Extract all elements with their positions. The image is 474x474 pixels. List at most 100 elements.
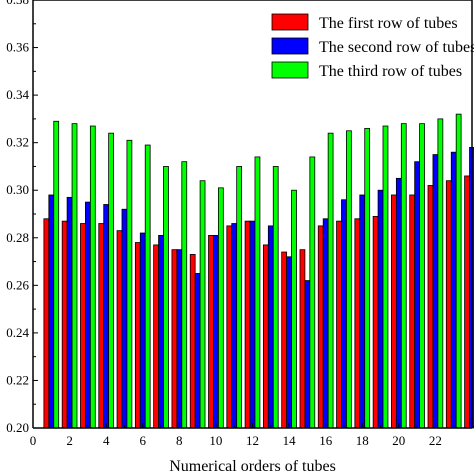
y-tick-label: 0.28 (6, 230, 29, 245)
bar-series-3-tube-6 (144, 144, 151, 429)
bar-series-2-tube-13 (267, 225, 274, 429)
legend-swatch-series-1 (271, 13, 309, 31)
bar-series-3-tube-8 (181, 161, 188, 429)
bar-series-3-tube-16 (327, 132, 334, 429)
bar-series-1-tube-22 (427, 185, 434, 429)
bar-series-1-tube-16 (317, 225, 324, 429)
bar-series-1-tube-13 (262, 244, 269, 429)
y-tick-label: 0.30 (6, 182, 29, 197)
bar-series-1-tube-6 (134, 242, 141, 429)
bar-series-3-tube-22 (437, 118, 444, 429)
bar-series-1-tube-14 (281, 251, 288, 429)
bar-series-3-tube-21 (419, 123, 425, 429)
bar-series-3-tube-7 (163, 166, 169, 429)
bar-series-3-tube-11 (236, 166, 243, 429)
x-tick-label: 6 (140, 433, 147, 448)
bar-series-2-tube-16 (322, 218, 329, 429)
legend-label-series-1: The first row of tubes (319, 15, 458, 32)
bars-group (43, 113, 474, 429)
bar-series-1-tube-17 (336, 220, 342, 429)
bar-series-1-tube-21 (409, 194, 416, 429)
bar-series-2-tube-11 (231, 223, 238, 429)
bar-series-3-tube-1 (53, 120, 60, 429)
bar-series-3-tube-12 (254, 156, 261, 429)
bar-series-3-tube-20 (400, 123, 407, 429)
bar-series-2-tube-17 (341, 199, 347, 429)
bar-series-3-tube-3 (89, 125, 96, 429)
bar-series-2-tube-2 (66, 196, 73, 429)
bar-series-2-tube-4 (103, 204, 110, 429)
bar-series-3-tube-19 (382, 125, 389, 429)
bar-series-1-tube-1 (43, 218, 50, 429)
bar-series-3-tube-14 (291, 189, 297, 429)
legend-swatch-series-2 (271, 37, 309, 55)
y-tick-label: 0.22 (6, 372, 29, 387)
x-axis-title: Numerical orders of tubes (169, 458, 336, 474)
bar-series-1-tube-5 (116, 230, 123, 429)
bar-series-1-tube-18 (354, 218, 361, 429)
bar-series-2-tube-1 (48, 194, 55, 429)
y-tick-label: 0.36 (6, 40, 29, 55)
bar-series-3-tube-15 (309, 156, 316, 429)
bar-series-3-tube-18 (364, 127, 371, 429)
bar-series-1-tube-8 (171, 249, 178, 429)
bar-series-2-tube-19 (377, 189, 384, 429)
bar-series-3-tube-17 (346, 130, 352, 429)
bar-series-1-tube-2 (61, 220, 68, 429)
x-tick-label: 8 (176, 433, 183, 448)
bar-series-1-tube-12 (244, 220, 251, 429)
y-tick-label: 0.20 (6, 420, 29, 435)
bar-series-1-tube-4 (98, 223, 105, 429)
bar-series-3-tube-4 (108, 132, 114, 429)
legend: The first row of tubes The second row of … (271, 13, 474, 80)
bar-series-2-tube-8 (176, 249, 183, 429)
y-tick-label: 0.34 (6, 87, 29, 102)
bar-series-2-tube-20 (395, 177, 402, 429)
bar-series-2-tube-23 (450, 151, 457, 429)
y-tick-label: 0.32 (6, 135, 29, 150)
y-tick-label: 0.38 (6, 0, 29, 7)
bar-series-3-tube-5 (126, 139, 133, 429)
x-tick-label: 4 (103, 433, 110, 448)
x-tick-label: 20 (392, 433, 405, 448)
bar-series-2-tube-21 (414, 161, 421, 429)
bar-series-2-tube-12 (249, 220, 256, 429)
legend-label-series-2: The second row of tubes (319, 39, 474, 56)
x-tick-label: 22 (429, 433, 442, 448)
bar-series-1-tube-24 (464, 175, 470, 429)
bar-series-2-tube-6 (139, 232, 146, 429)
legend-swatch-series-3 (271, 61, 309, 79)
bar-series-1-tube-9 (189, 254, 196, 429)
bar-series-1-tube-15 (299, 249, 306, 429)
bar-series-2-tube-3 (85, 201, 91, 429)
bar-series-3-tube-13 (272, 166, 279, 429)
bar-series-1-tube-10 (208, 234, 214, 429)
legend-label-series-3: The third row of tubes (319, 63, 462, 80)
bar-series-3-tube-2 (71, 123, 78, 429)
y-tick-label: 0.26 (6, 277, 29, 292)
bar-series-1-tube-23 (445, 180, 452, 429)
x-tick-label: 16 (319, 433, 333, 448)
bar-series-1-tube-19 (372, 215, 379, 429)
axes-group: 0.20 0.22 0.24 0.26 0.28 0.30 0.32 0.34 0.36 0.38… (6, 0, 473, 448)
bar-series-3-tube-9 (199, 180, 206, 429)
x-tick-label: 2 (66, 433, 73, 448)
bar-series-2-tube-22 (432, 154, 439, 429)
bar-series-3-tube-10 (217, 187, 224, 429)
x-tick-label: 14 (283, 433, 297, 448)
bar-series-1-tube-11 (226, 225, 233, 429)
bar-series-2-tube-5 (121, 208, 128, 429)
bar-series-2-tube-14 (286, 256, 292, 429)
y-tick-label: 0.24 (6, 325, 29, 340)
bar-series-3-tube-23 (455, 113, 462, 429)
x-tick-label: 12 (246, 433, 259, 448)
bar-series-1-tube-20 (391, 194, 397, 429)
bar-series-1-tube-3 (80, 223, 86, 429)
x-tick-label: 10 (209, 433, 222, 448)
bar-series-2-tube-7 (158, 234, 164, 429)
bar-series-2-tube-18 (359, 194, 366, 429)
bar-series-1-tube-7 (153, 244, 159, 429)
x-tick-label: 0 (30, 433, 37, 448)
bar-series-2-tube-10 (213, 234, 219, 429)
